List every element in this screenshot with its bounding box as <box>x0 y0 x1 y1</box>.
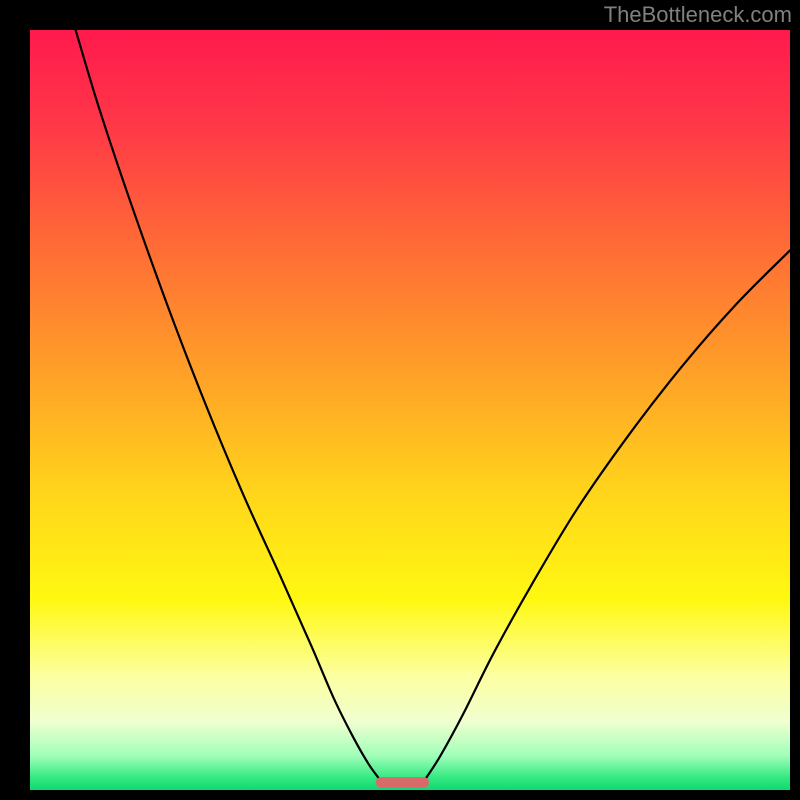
chart-svg <box>0 0 800 800</box>
figure-root: TheBottleneck.com <box>0 0 800 800</box>
bottleneck-marker <box>376 777 429 788</box>
